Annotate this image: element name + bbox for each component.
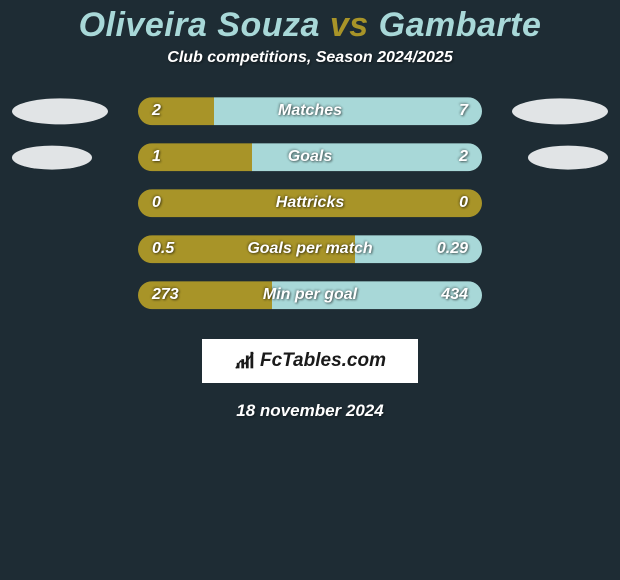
stat-bar-left-segment xyxy=(138,97,214,125)
stat-value-right: 2 xyxy=(459,148,468,166)
stat-row: 1 2 Goals xyxy=(0,137,620,183)
stat-bar: 2 7 Matches xyxy=(138,97,482,125)
stat-bar: 0.5 0.29 Goals per match xyxy=(138,235,482,263)
stat-row: 0.5 0.29 Goals per match xyxy=(0,229,620,275)
title-vs: vs xyxy=(330,6,369,44)
stat-bar: 273 434 Min per goal xyxy=(138,281,482,309)
stat-rows: 2 7 Matches 1 2 Goals 0 0 Hattricks 0.5 0.29 Goals … xyxy=(0,91,620,321)
stat-value-left: 0.5 xyxy=(152,240,174,258)
stat-bar: 0 0 Hattricks xyxy=(138,189,482,217)
title-player1: Oliveira Souza xyxy=(79,6,320,44)
stat-value-left: 0 xyxy=(152,194,161,212)
stat-value-left: 2 xyxy=(152,102,161,120)
stat-row: 0 0 Hattricks xyxy=(0,183,620,229)
stat-value-right: 7 xyxy=(459,102,468,120)
stat-value-right: 0 xyxy=(459,194,468,212)
stat-value-right: 434 xyxy=(441,286,468,304)
stat-row: 273 434 Min per goal xyxy=(0,275,620,321)
stat-metric-label: Min per goal xyxy=(263,286,357,304)
snapshot-date: 18 november 2024 xyxy=(0,401,620,421)
subtitle: Club competitions, Season 2024/2025 xyxy=(0,49,620,67)
stat-value-right: 0.29 xyxy=(437,240,468,258)
stat-bar: 1 2 Goals xyxy=(138,143,482,171)
branding-badge: FcTables.com xyxy=(202,339,418,383)
player2-shape-icon xyxy=(528,146,608,170)
stat-metric-label: Hattricks xyxy=(276,194,344,212)
stat-metric-label: Goals xyxy=(288,148,332,166)
stat-row: 2 7 Matches xyxy=(0,91,620,137)
player2-shape-icon xyxy=(512,98,608,124)
stat-bar-right-segment xyxy=(214,97,482,125)
stat-metric-label: Matches xyxy=(278,102,342,120)
player1-shape-icon xyxy=(12,98,108,124)
stat-value-left: 273 xyxy=(152,286,179,304)
stat-metric-label: Goals per match xyxy=(247,240,372,258)
player1-shape-icon xyxy=(12,146,92,170)
title-player2: Gambarte xyxy=(379,6,542,44)
stat-bar-right-segment xyxy=(252,143,482,171)
stat-value-left: 1 xyxy=(152,148,161,166)
comparison-title: Oliveira Souza vs Gambarte xyxy=(0,0,620,45)
branding-text: FcTables.com xyxy=(260,350,386,372)
bar-chart-icon xyxy=(234,350,256,372)
